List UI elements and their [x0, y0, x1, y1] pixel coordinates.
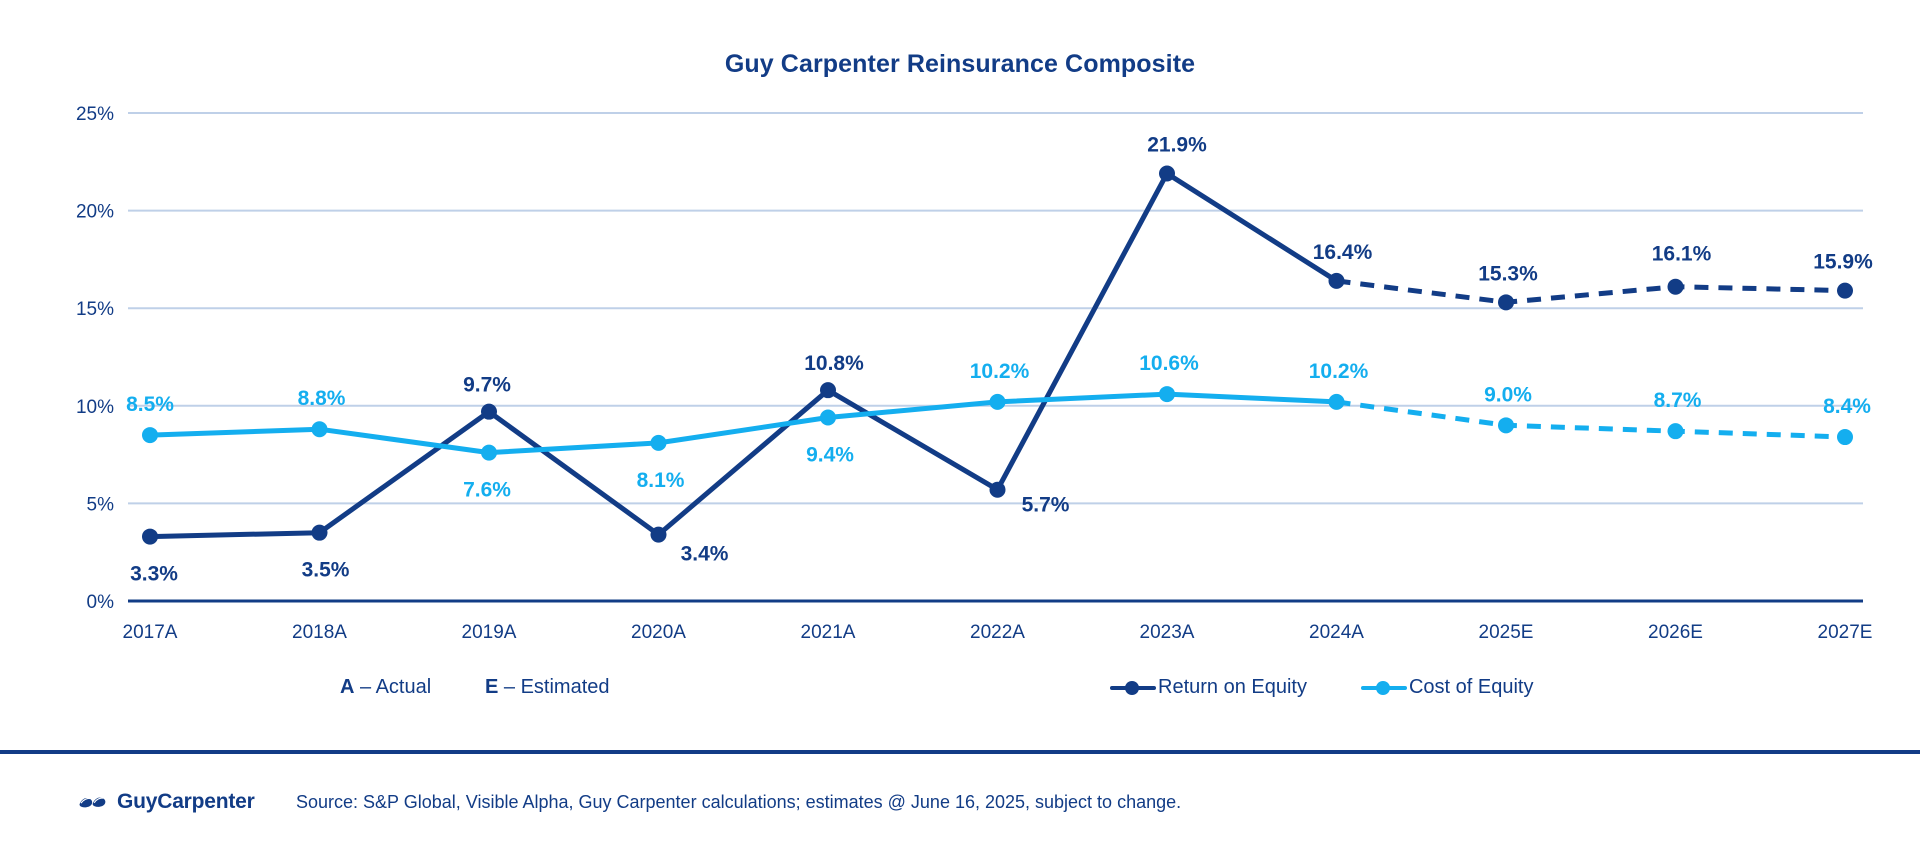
legend-label: Cost of Equity [1408, 676, 1534, 698]
brand-logo: GuyCarpenter [78, 790, 255, 814]
data-point-label: 3.5% [302, 559, 350, 582]
data-point-marker[interactable] [820, 382, 836, 399]
data-point-label: 9.0% [1484, 383, 1532, 406]
data-point-label: 10.2% [1309, 360, 1369, 383]
x-axis-tick-label: 2026E [1648, 622, 1703, 643]
x-axis-tick-label: 2020A [631, 622, 686, 643]
data-point-label: 16.4% [1313, 241, 1373, 264]
source-note: Source: S&P Global, Visible Alpha, Guy C… [296, 792, 1182, 812]
key-estimated: E – Estimated [485, 676, 610, 699]
data-point-label: 9.4% [806, 444, 854, 467]
footer: GuyCarpenter Source: S&P Global, Visible… [0, 766, 1920, 853]
data-point-marker[interactable] [1159, 386, 1175, 403]
line-chart: 0% 5% 10% 15% 20% 25% 2017A 2018A 2019A 2020A 2021… [76, 104, 1873, 643]
legend-line-marker-icon [1360, 679, 1407, 697]
data-point-marker[interactable] [820, 409, 836, 426]
data-point-label: 5.7% [1022, 494, 1070, 517]
y-axis-tick-label: 20% [76, 202, 114, 223]
data-point-marker[interactable] [650, 434, 667, 451]
x-axis-tick-label: 2027E [1818, 622, 1873, 643]
data-point-marker[interactable] [142, 528, 158, 545]
series-line-actual [147, 171, 1339, 540]
y-axis-tick-label: 15% [76, 299, 114, 320]
data-point-label: 7.6% [463, 479, 511, 502]
data-point-marker[interactable] [989, 481, 1006, 498]
data-point-label: 8.7% [1654, 389, 1702, 412]
data-point-marker[interactable] [989, 393, 1006, 410]
data-point-marker[interactable] [1837, 282, 1853, 299]
data-point-marker[interactable] [142, 427, 158, 444]
key-actual: A – Actual [340, 676, 431, 699]
guy-carpenter-swoosh-icon [79, 797, 106, 808]
x-axis-tick-label: 2017A [123, 622, 178, 643]
data-point-marker[interactable] [481, 444, 497, 461]
x-axis-tick-label: 2022A [970, 622, 1025, 643]
data-point-label: 9.7% [463, 374, 511, 397]
brand-logo-text: GuyCarpenter [117, 790, 255, 813]
data-point-marker[interactable] [1498, 294, 1514, 311]
data-point-marker[interactable] [1667, 423, 1684, 440]
data-point-marker[interactable] [1328, 272, 1345, 289]
data-point-label: 15.9% [1813, 251, 1873, 274]
data-point-marker[interactable] [311, 524, 328, 541]
data-point-marker[interactable] [1837, 429, 1853, 446]
data-point-label: 3.3% [130, 563, 178, 586]
legend-label: Return on Equity [1158, 676, 1307, 698]
y-axis-tick-label: 0% [87, 592, 115, 613]
data-point-label: 15.3% [1478, 262, 1538, 285]
y-axis-tick-label: 10% [76, 397, 114, 418]
x-axis-tick-label: 2023A [1140, 622, 1195, 643]
data-point-label: 16.1% [1652, 243, 1712, 266]
chart-notes-row: A – Actual E – Estimated Return on Equit… [0, 676, 1920, 716]
series-line-forecast [1336, 278, 1846, 305]
data-point-marker[interactable] [481, 403, 497, 420]
data-point-marker[interactable] [1667, 278, 1684, 295]
data-point-label: 21.9% [1147, 134, 1207, 157]
data-point-label: 10.8% [804, 352, 864, 375]
series-line-actual [147, 391, 1339, 456]
data-point-marker[interactable] [1328, 393, 1345, 410]
data-point-label: 3.4% [681, 543, 729, 566]
legend-line-marker-icon [1110, 679, 1156, 697]
y-axis-tick-label: 25% [76, 104, 114, 125]
data-point-label: 8.5% [126, 393, 174, 416]
x-axis-tick-label: 2021A [801, 622, 856, 643]
x-axis-tick-label: 2018A [292, 622, 347, 643]
x-axis-tick-label: 2024A [1309, 622, 1364, 643]
y-axis-tick-label: 5% [87, 494, 115, 515]
chart-canvas: 0% 5% 10% 15% 20% 25% 2017A 2018A 2019A 2020A 2021… [76, 104, 1873, 643]
data-point-marker[interactable] [311, 421, 328, 438]
data-point-marker[interactable] [1498, 417, 1514, 434]
data-point-label: 8.8% [298, 387, 346, 410]
data-point-marker[interactable] [1159, 165, 1175, 182]
chart-legend: Return on Equity Cost of Equity [1110, 676, 1534, 699]
x-axis-tick-label: 2019A [462, 622, 517, 643]
key-actual-letter: A [340, 676, 355, 698]
key-actual-text: – Actual [360, 676, 432, 698]
series-line-forecast [1336, 399, 1846, 440]
legend-item-return-on-equity[interactable]: Return on Equity [1110, 676, 1307, 699]
key-estimated-letter: E [485, 676, 499, 698]
key-estimated-text: – Estimated [503, 676, 610, 698]
data-point-label: 8.1% [637, 469, 685, 492]
data-point-label: 10.2% [970, 360, 1030, 383]
data-point-label: 10.6% [1139, 352, 1199, 375]
page-title: Guy Carpenter Reinsurance Composite [724, 50, 1196, 78]
footer-divider [0, 750, 1920, 754]
x-axis-tick-label: 2025E [1479, 622, 1534, 643]
legend-item-cost-of-equity[interactable]: Cost of Equity [1360, 676, 1534, 699]
data-point-marker[interactable] [650, 526, 667, 543]
data-point-label: 8.4% [1823, 395, 1871, 418]
